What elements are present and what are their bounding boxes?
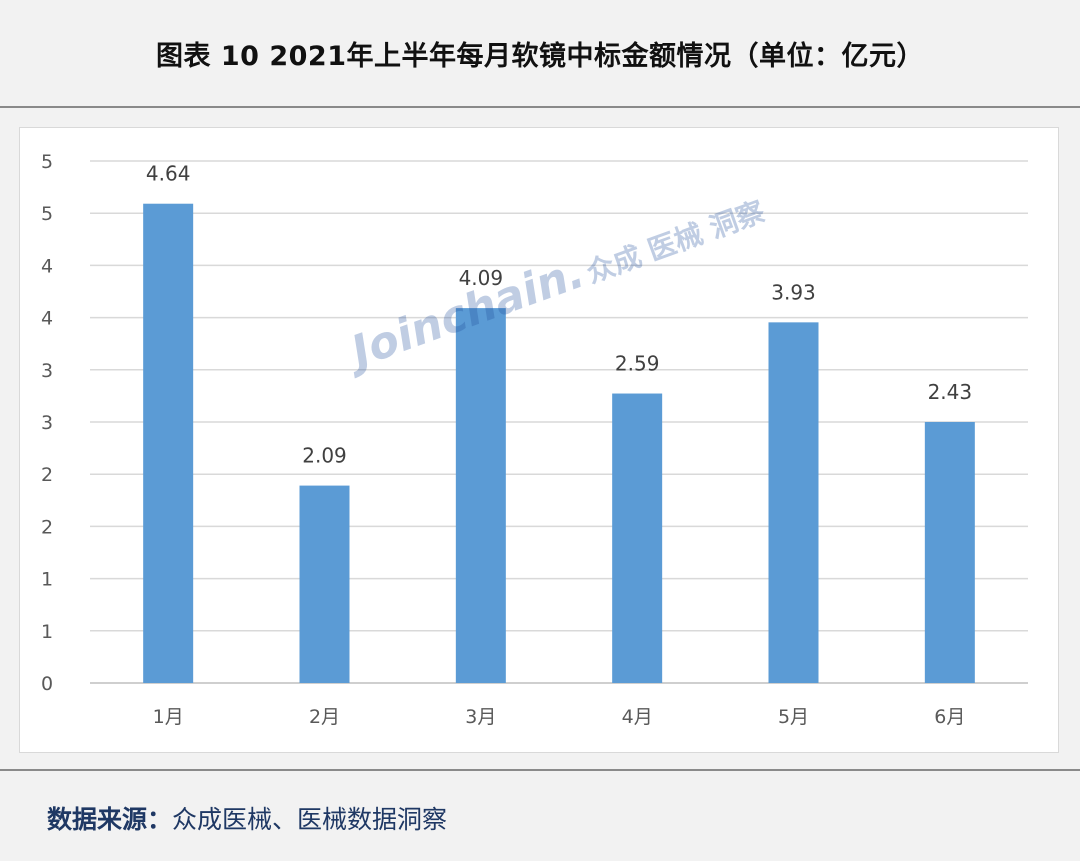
x-tick-label: 2月 <box>309 706 340 728</box>
y-tick-label: 1 <box>41 621 53 643</box>
y-tick-label: 3 <box>41 360 53 382</box>
source-label: 数据来源： <box>47 805 173 834</box>
bar-chart: 0 1 1 2 2 3 3 4 4 5 5 4.64 1月 2.09 2月 4.09 3月 2.59 4月 3.93 5… <box>41 151 1028 728</box>
title-band: 图表 10 2021年上半年每月软镜中标金额情况（单位：亿元） <box>0 0 1080 108</box>
chart-area: 0 1 1 2 2 3 3 4 4 5 5 4.64 1月 2.09 2月 4.09 3月 2.59 4月 3.93 5… <box>19 127 1059 753</box>
data-label: 3.93 <box>771 280 816 304</box>
y-tick-label: 2 <box>41 516 53 538</box>
y-tick-label: 2 <box>41 464 53 486</box>
data-label: 2.43 <box>928 380 973 404</box>
y-tick-label: 1 <box>41 569 53 591</box>
y-tick-label: 4 <box>41 255 53 277</box>
x-tick-label: 5月 <box>778 706 809 728</box>
x-tick-label: 3月 <box>465 706 496 728</box>
bar <box>299 485 350 683</box>
x-tick-label: 4月 <box>622 706 653 728</box>
y-tick-label: 5 <box>41 151 53 173</box>
footer-divider <box>0 769 1080 771</box>
bar <box>455 308 506 683</box>
chart-title: 图表 10 2021年上半年每月软镜中标金额情况（单位：亿元） <box>155 40 925 72</box>
data-label: 4.09 <box>459 266 504 290</box>
x-tick-label: 6月 <box>934 706 965 728</box>
data-source: 数据来源：众成医械、医械数据洞察 <box>47 800 447 836</box>
bar <box>768 322 819 683</box>
data-label: 2.09 <box>302 444 347 468</box>
source-text: 众成医械、医械数据洞察 <box>172 805 448 834</box>
y-tick-label: 3 <box>41 412 53 434</box>
data-label: 2.59 <box>615 352 660 376</box>
x-tick-label: 1月 <box>153 706 184 728</box>
y-tick-label: 4 <box>41 308 53 330</box>
bar <box>143 203 194 683</box>
data-label: 4.64 <box>146 162 191 186</box>
bar <box>924 422 975 683</box>
bar <box>612 393 663 683</box>
y-tick-label: 5 <box>41 203 53 225</box>
y-tick-label: 0 <box>41 673 53 695</box>
